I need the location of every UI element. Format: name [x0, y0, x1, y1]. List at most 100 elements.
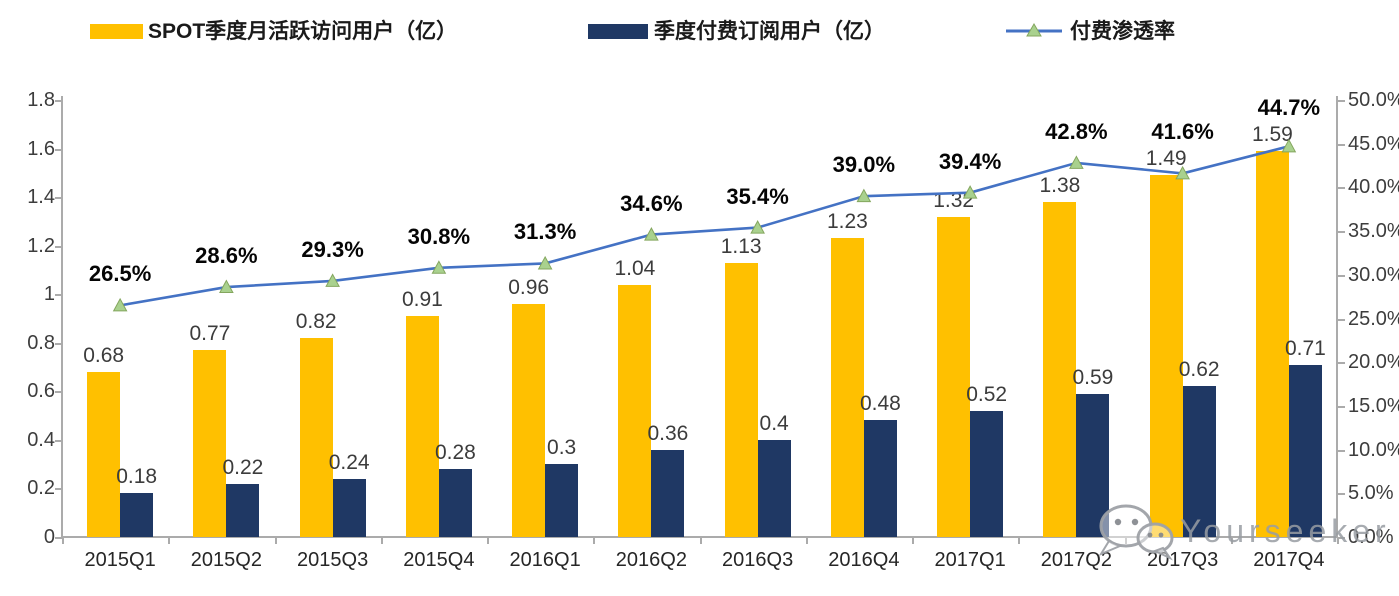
y-axis-left-tick-label: 0.8	[27, 331, 55, 354]
y-axis-left-tick-mark	[55, 294, 62, 297]
mau-value-label: 1.32	[933, 188, 975, 212]
triangle-marker-icon	[750, 220, 765, 234]
paid-value-label: 0.18	[116, 465, 158, 489]
paid-value-label: 0.71	[1284, 336, 1326, 360]
y-axis-left-tick-label: 0.4	[27, 428, 55, 451]
y-axis-right-tick-label: 5.0%	[1348, 482, 1394, 505]
y-axis-right-tick-label: 10.0%	[1348, 438, 1399, 461]
bar-mau	[512, 303, 546, 537]
bar-paid	[120, 493, 154, 537]
mau-value-label: 0.77	[189, 322, 231, 346]
y-axis-left-tick-label: 1.2	[27, 234, 55, 257]
y-axis-right-tick-label: 40.0%	[1348, 176, 1399, 199]
bar-mau	[937, 216, 971, 537]
y-axis-left-tick-label: 1.4	[27, 186, 55, 209]
y-axis-right-tick-mark	[1338, 100, 1345, 102]
bar-mau	[299, 337, 333, 537]
triangle-marker-icon	[431, 260, 447, 274]
y-axis-right-tick-label: 25.0%	[1348, 307, 1399, 330]
mau-legend-label: SPOT季度月活跃访问用户（亿）	[148, 20, 458, 43]
y-axis-right-tick-mark	[1338, 449, 1345, 452]
x-axis-category-label: 2017Q2	[1040, 549, 1112, 571]
x-axis-tick-mark	[1124, 537, 1127, 544]
bar-mau	[1255, 150, 1289, 537]
mau-value-label: 1.59	[1251, 122, 1293, 146]
bar-paid	[1182, 386, 1216, 537]
bar-mau	[1043, 201, 1077, 537]
x-axis-tick-mark	[593, 537, 596, 544]
x-axis-tick-mark	[274, 537, 277, 544]
bar-mau	[87, 371, 121, 537]
paid-value-label: 0.24	[328, 450, 370, 474]
y-axis-right-tick-mark	[1338, 362, 1345, 365]
x-axis-tick-mark	[380, 537, 383, 544]
legend-item-penetration: 付费渗透率	[1006, 15, 1175, 45]
mau-legend-swatch-icon	[90, 24, 143, 39]
x-axis-tick-mark	[1337, 537, 1339, 544]
paid-value-label: 0.62	[1178, 358, 1220, 382]
triangle-marker-icon	[1069, 155, 1084, 169]
bar-paid	[545, 464, 579, 537]
left-axis-line	[61, 96, 63, 538]
paid-value-label: 0.22	[222, 455, 264, 479]
mau-value-label: 1.13	[720, 234, 762, 258]
legend-item-paid-subs: 季度付费订阅用户（亿）	[588, 15, 885, 45]
paid-value-label: 0.3	[547, 436, 577, 460]
y-axis-right-tick-label: 20.0%	[1348, 351, 1399, 374]
x-axis-tick-mark	[912, 537, 914, 544]
mau-value-label: 1.38	[1039, 173, 1081, 197]
bar-paid	[332, 478, 366, 537]
x-axis-category-label: 2017Q4	[1253, 549, 1325, 571]
bar-mau	[405, 316, 439, 537]
y-axis-left-tick-mark	[55, 488, 62, 491]
penetration-legend-label: 付费渗透率	[1070, 20, 1175, 43]
bar-mau	[1149, 175, 1183, 537]
y-axis-left-tick-mark	[55, 197, 62, 200]
triangle-marker-icon	[112, 297, 128, 312]
y-axis-left-tick-mark	[55, 245, 62, 248]
triangle-marker-icon	[856, 188, 872, 203]
triangle-marker-icon	[644, 227, 659, 241]
y-axis-right-tick-mark	[1338, 318, 1345, 321]
paid-value-label: 0.4	[759, 411, 789, 435]
y-axis-right-tick-mark	[1338, 231, 1345, 234]
penetration-value-label: 39.4%	[938, 148, 1002, 174]
bar-paid	[863, 420, 897, 537]
penetration-value-label: 30.8%	[407, 223, 471, 249]
y-axis-right-tick-mark	[1338, 143, 1345, 146]
x-axis-category-label: 2015Q1	[84, 549, 156, 571]
y-axis-right-tick-mark	[1338, 187, 1345, 190]
y-axis-right-tick-label: 45.0%	[1348, 132, 1399, 155]
y-axis-left-tick-label: 1	[43, 283, 55, 306]
legend-item-mau: SPOT季度月活跃访问用户（亿）	[90, 15, 457, 45]
y-axis-left-tick-mark	[55, 148, 62, 151]
x-axis-category-label: 2015Q3	[297, 549, 369, 571]
mau-value-label: 0.96	[508, 275, 550, 299]
y-axis-left-tick-label: 1.6	[27, 137, 55, 160]
penetration-value-label: 31.3%	[513, 219, 577, 245]
x-axis-tick-mark	[62, 537, 64, 544]
penetration-value-label: 35.4%	[726, 183, 789, 209]
penetration-value-label: 28.6%	[195, 243, 258, 269]
y-axis-right-tick-mark	[1338, 405, 1345, 408]
penetration-value-label: 42.8%	[1045, 118, 1108, 144]
y-axis-left-tick-label: 0	[43, 526, 55, 548]
y-axis-right-tick-label: 0.0%	[1348, 526, 1394, 548]
y-axis-right-tick-label: 15.0%	[1348, 394, 1399, 417]
paid-subs-legend-swatch-icon	[588, 24, 648, 39]
mau-value-label: 1.04	[614, 256, 656, 280]
penetration-legend-line-marker-icon	[1006, 23, 1062, 37]
bar-paid	[1288, 364, 1322, 537]
bar-mau	[830, 238, 864, 537]
bar-mau	[724, 262, 758, 537]
triangle-marker-icon	[325, 273, 340, 287]
x-axis-category-label: 2016Q2	[615, 549, 687, 571]
mau-value-label: 1.23	[826, 210, 868, 234]
paid-value-label: 0.48	[859, 392, 901, 416]
paid-value-label: 0.36	[647, 421, 689, 445]
y-axis-left-tick-label: 0.2	[27, 477, 55, 500]
x-axis-tick-mark	[805, 537, 808, 544]
y-axis-right-tick-label: 30.0%	[1348, 263, 1399, 286]
bar-paid	[757, 439, 791, 537]
